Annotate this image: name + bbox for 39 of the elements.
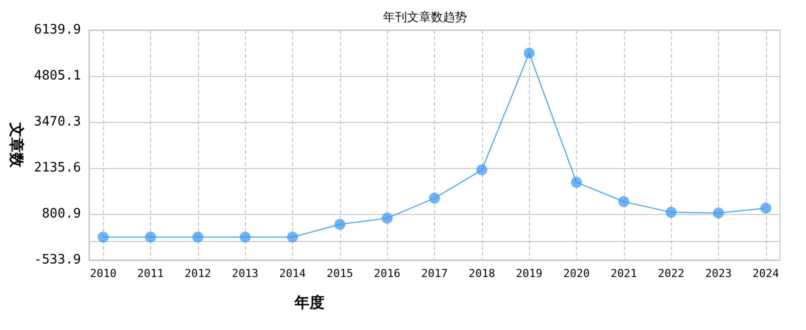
y-tick-label: 3470.3	[34, 114, 81, 130]
point	[712, 208, 724, 218]
x-tick-label: 2017	[421, 267, 448, 280]
x-tick-label: 2022	[658, 267, 684, 280]
point	[618, 196, 630, 208]
x-tick-label: 2015	[326, 267, 354, 280]
point	[429, 192, 440, 204]
x-tick-label: 2023	[705, 267, 732, 280]
x-tick-label: 2014	[279, 267, 306, 280]
x-tick-label: 2018	[468, 267, 496, 280]
point	[192, 232, 204, 243]
y-tick-label: 6139.9	[34, 22, 81, 38]
point	[287, 232, 298, 243]
y-tick-label: 800.9	[42, 206, 81, 222]
chart-title: 年刊文章数趋势	[383, 10, 467, 24]
x-tick-label: 2019	[516, 267, 542, 280]
point	[98, 232, 109, 243]
point	[760, 202, 772, 214]
point	[571, 176, 582, 188]
x-tick-label: 2024	[752, 267, 780, 280]
point	[334, 218, 346, 230]
x-tick-label: 2016	[374, 267, 400, 280]
y-tick-label: 2135.6	[34, 160, 81, 176]
y-tick-label: -533.9	[34, 252, 81, 268]
point	[476, 164, 488, 176]
point	[524, 48, 535, 59]
x-tick-label: 2020	[563, 267, 590, 280]
x-tick-label: 2021	[610, 267, 638, 280]
x-axis-title: 年度	[294, 294, 324, 312]
point	[666, 206, 677, 218]
x-tick-label: 2010	[90, 267, 116, 280]
x-tick-label: 2012	[184, 267, 212, 280]
point	[240, 232, 251, 243]
x-tick-label: 2011	[137, 267, 164, 280]
y-axis-title: 文章数	[8, 122, 26, 168]
y-tick-label: 4805.1	[34, 68, 81, 84]
point	[145, 232, 156, 243]
x-tick-label: 2013	[232, 267, 258, 280]
point	[382, 212, 393, 224]
